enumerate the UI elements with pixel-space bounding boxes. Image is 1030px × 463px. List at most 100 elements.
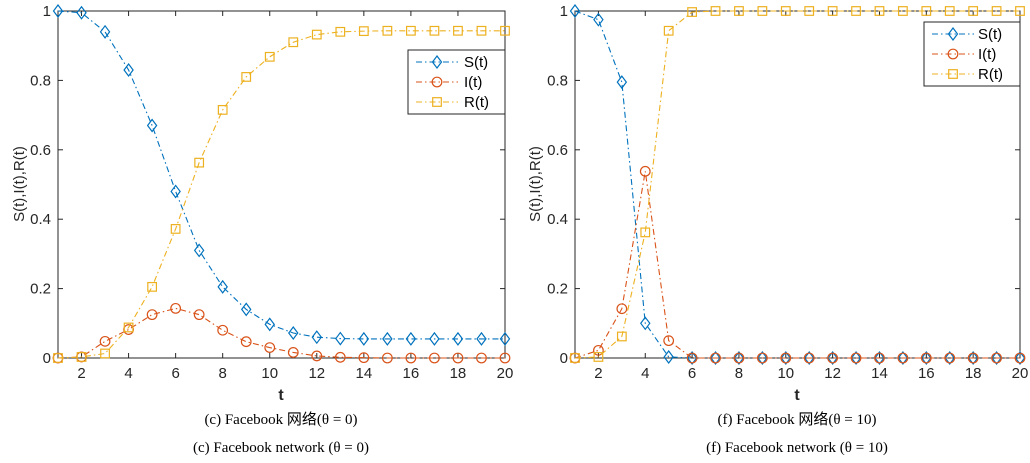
chart-f: 2 4 6 8 10 12 14 16 18 20 0 0.2 0.4 0.6 0.8 1 S(t),I(t)…: [527, 3, 1028, 456]
chart-c-ytick-label: 0.4: [30, 211, 51, 228]
chart-c-series-r-point: [123, 322, 134, 333]
chart-c-series-r-point: [170, 224, 181, 234]
chart-c-series-i-point: [452, 352, 464, 364]
chart-f-series-i-point: [827, 352, 839, 364]
chart-c-series-r-point: [217, 104, 228, 115]
chart-f-legend-label-s: S(t): [978, 26, 1002, 43]
chart-f-series-s-point: [874, 351, 885, 365]
chart-c-series-s-point: [146, 118, 158, 133]
chart-f-series-s-point: [640, 316, 651, 331]
chart-c-xlabel: t: [278, 387, 284, 404]
chart-c-series-i-point: [193, 309, 205, 321]
chart-f-series-r-markers: [570, 6, 1025, 363]
chart-f-legend-box: [923, 21, 1021, 87]
chart-c-series-s-point: [52, 4, 64, 18]
chart-f-series-r-point: [663, 25, 674, 36]
chart-c-series-r-point: [147, 281, 158, 292]
chart-c-series-r-point: [429, 25, 440, 36]
chart-f-xtick-label: 16: [918, 365, 935, 382]
chart-c-series-r-point: [53, 353, 63, 363]
chart-c-series-s-point: [358, 331, 370, 346]
chart-c-legend-symbol-r: [416, 97, 458, 107]
chart-c-series-s-point: [76, 5, 87, 20]
chart-f-series-r-point: [640, 227, 651, 238]
chart-f-series-i-point: [874, 352, 885, 364]
chart-f-series-s-point: [710, 351, 721, 365]
chart-f-series-s-point: [827, 351, 838, 365]
chart-c-legend: S(t) I(t) R(t): [407, 49, 506, 115]
chart-f-series-i-point: [780, 352, 792, 364]
chart-f-legend-marker-s: [947, 27, 959, 41]
chart-c-series-i-point: [358, 352, 370, 364]
chart-c-series-r-point: [500, 25, 510, 36]
chart-c-caption-en: (c) Facebook network (θ = 0): [193, 440, 369, 456]
chart-f-legend-symbol-s: [932, 27, 974, 41]
chart-c-series-i-point: [170, 302, 182, 314]
chart-f-legend-marker-i: [947, 48, 959, 60]
chart-c-series-i-point: [476, 352, 487, 364]
chart-c-series-r-point: [288, 37, 299, 48]
chart-c-xtick-label: 4: [124, 365, 132, 382]
chart-c-series-r-point: [311, 29, 322, 40]
chart-c-xtick-label: 6: [171, 365, 179, 382]
chart-c-ylabel: S(t),I(t),R(t): [11, 146, 28, 222]
chart-f-series-r-line: [574, 10, 1020, 359]
chart-f-series-i-point: [733, 352, 745, 364]
chart-f-xtick-label: 8: [735, 365, 743, 382]
chart-c-ytick-label: 0: [43, 350, 51, 367]
chart-f-xlabel: t: [794, 387, 800, 404]
chart-c-series-s-point: [311, 330, 323, 345]
chart-c-series-i-point: [499, 352, 511, 364]
chart-c-series-s-point: [335, 331, 346, 346]
chart-c-series-i-point: [405, 352, 417, 364]
chart-f-series-i-point: [944, 352, 956, 364]
chart-f-series-i-point: [756, 352, 768, 364]
chart-f-series-s-point: [850, 351, 862, 365]
chart-f-series-r-point: [593, 352, 604, 362]
chart-f-series-i-point: [710, 352, 721, 364]
chart-f-series-s-point: [803, 351, 815, 365]
chart-f-series-s-point: [733, 351, 745, 365]
chart-c-series-s-markers: [52, 4, 511, 346]
chart-c-series-s-point: [170, 184, 181, 199]
chart-f-ylabel: S(t),I(t),R(t): [527, 146, 544, 222]
chart-f-xtick-label: 14: [871, 365, 888, 382]
chart-f-series-r-point: [851, 6, 861, 16]
chart-f-series-s-point: [921, 351, 932, 365]
chart-f-series-i-point: [616, 303, 628, 315]
chart-c-ytick-label: 0.6: [30, 142, 51, 159]
chart-c-ytick-label: 0.2: [30, 281, 51, 298]
chart-c-series-i-point: [287, 347, 299, 358]
chart-c-series-i-point: [264, 342, 276, 353]
chart-c-series-s-point: [452, 331, 464, 346]
chart-c-xtick-label: 10: [261, 365, 278, 382]
chart-f-series-s-point: [757, 351, 768, 365]
chart-f-series-i-point: [967, 352, 979, 364]
chart-c-xtick-label: 14: [355, 365, 372, 382]
chart-f-series-r-point: [710, 6, 721, 16]
chart-f-series-r-point: [687, 7, 698, 17]
chart-c-series-s-point: [123, 62, 134, 77]
chart-f-series-r-point: [897, 6, 908, 16]
chart-f-series-s-point: [1014, 351, 1026, 365]
chart-f-ytick-label: 0.8: [547, 72, 568, 89]
chart-f-legend-symbol-i: [932, 48, 974, 60]
chart-c-series-r-point: [476, 25, 487, 36]
chart-c-legend-label-i: I(t): [464, 74, 482, 91]
chart-c-xtick-label: 18: [450, 365, 467, 382]
chart-f-series-r-point: [827, 6, 838, 16]
chart-c-ytick-label: 0.8: [30, 72, 51, 89]
chart-c-series-r-point: [194, 157, 205, 168]
chart-f-series-s-point: [780, 351, 792, 365]
chart-f-series-i-point: [920, 352, 932, 364]
chart-c-series-s-point: [429, 331, 440, 346]
chart-c-series-i-point: [311, 350, 323, 362]
chart-c-caption-cn: (c) Facebook 网络(θ = 0): [204, 411, 357, 428]
chart-c-series-r-point: [335, 26, 346, 37]
chart-f-series-r-point: [616, 331, 627, 342]
chart-c-series-i-point: [217, 324, 229, 336]
chart-f-series-r-point: [780, 6, 791, 16]
chart-c-legend-label-r: R(t): [464, 94, 489, 111]
chart-c-series-r-point: [453, 25, 463, 36]
